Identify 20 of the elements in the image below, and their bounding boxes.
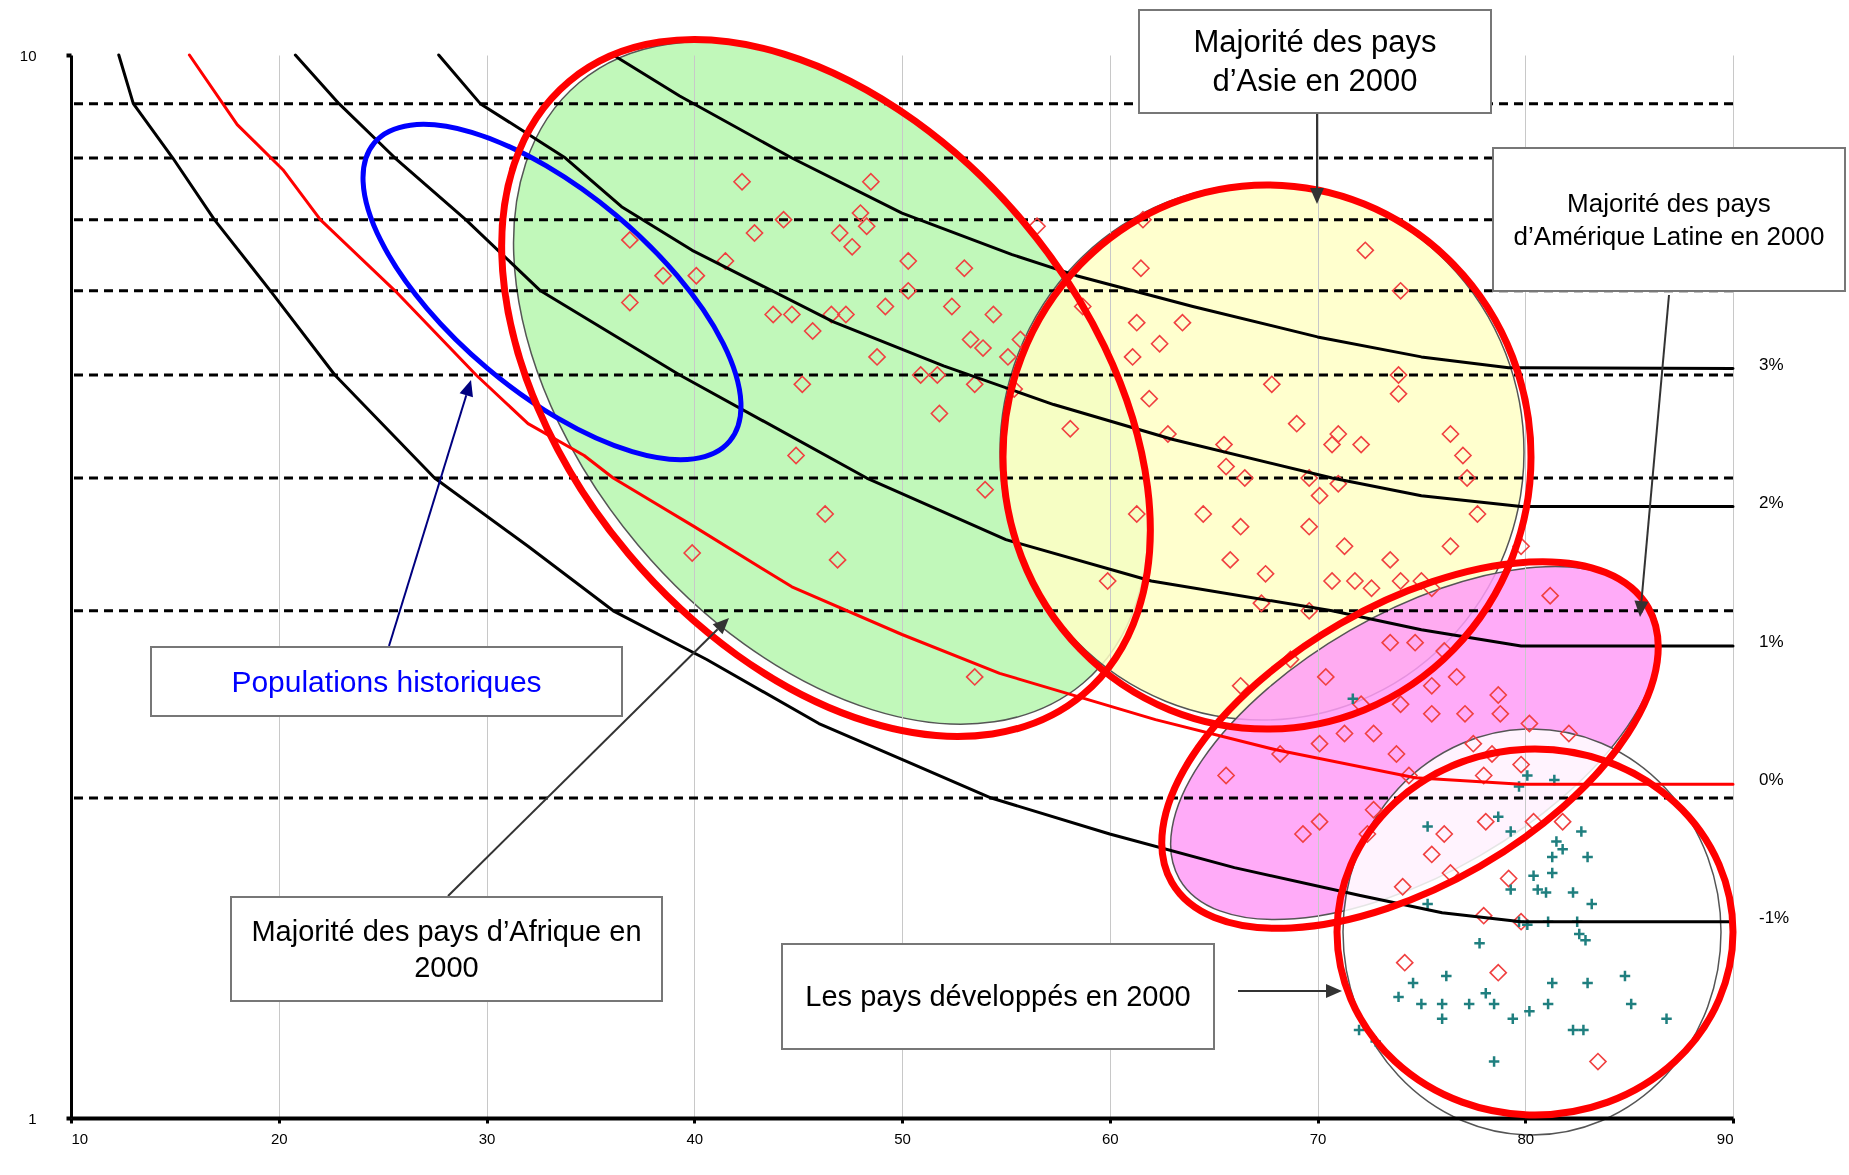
text-box: Les pays développés en 2000 (781, 943, 1215, 1050)
x-tick-label: 50 (894, 1129, 911, 1147)
series-label: -1% (1759, 907, 1790, 927)
text-box: Majorité des pays d’Afrique en 2000 (230, 896, 663, 1002)
text-box: Majorité des pays d’Amérique Latine en 2000 (1492, 147, 1846, 292)
x-tick-label: 40 (686, 1129, 704, 1147)
x-tick-label: 20 (270, 1129, 288, 1147)
x-tick-label: 30 (478, 1129, 496, 1147)
series-label: 3% (1759, 354, 1784, 374)
x-tick-label: 80 (1517, 1129, 1535, 1147)
x-tick-label: 90 (1716, 1129, 1734, 1147)
text-box: Populations historiques (150, 646, 623, 717)
series-label: 2% (1759, 492, 1784, 512)
series-label: 0% (1759, 770, 1784, 790)
x-tick-label: 10 (71, 1129, 89, 1147)
series-label: 1% (1759, 631, 1784, 651)
x-tick-label: 70 (1309, 1129, 1327, 1147)
y-tick-label: 1 (28, 1109, 37, 1127)
x-tick-label: 60 (1101, 1129, 1119, 1147)
text-box: Majorité des pays d’Asie en 2000 (1138, 9, 1492, 114)
